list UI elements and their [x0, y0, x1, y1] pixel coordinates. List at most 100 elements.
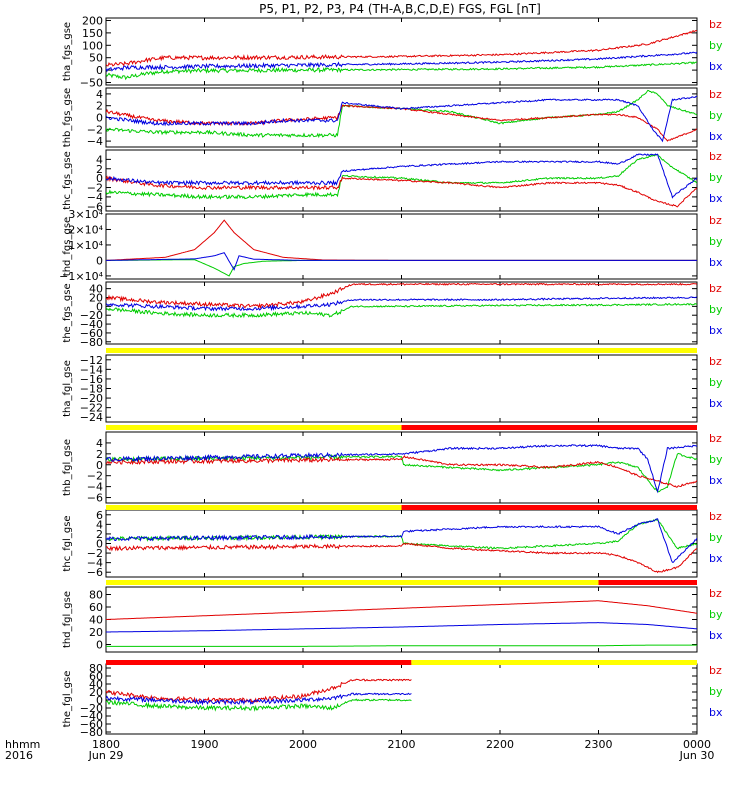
y-tick-label: −22 — [80, 402, 103, 415]
legend-by: by — [709, 685, 723, 698]
x-axis-row2-label: 2016 — [5, 749, 33, 762]
legend-bz: bz — [709, 587, 722, 600]
series-bx — [106, 95, 697, 143]
y-tick-label: −60 — [80, 718, 103, 731]
panel-frame — [105, 586, 698, 653]
y-tick-label: 0 — [96, 112, 103, 125]
y-axis-label: thb_fgs_gse — [62, 88, 73, 147]
y-tick-label: −60 — [80, 327, 103, 340]
y-tick-label: 40 — [89, 678, 103, 691]
y-tick-label: 2 — [96, 448, 103, 461]
y-axis-label: thd_fgl_gse — [62, 591, 73, 648]
y-tick-label: 20 — [89, 292, 103, 305]
legend-bz: bz — [709, 355, 722, 368]
y-tick-label: 6 — [96, 509, 103, 522]
x-tick-label: 1900 — [191, 738, 219, 751]
series-by — [106, 302, 697, 319]
series-by — [106, 61, 697, 81]
x-tick-date: Jun 30 — [679, 749, 715, 762]
series-by — [106, 518, 697, 550]
series-bx — [106, 252, 697, 271]
legend-bx: bx — [709, 552, 723, 565]
legend-bx: bx — [709, 256, 723, 269]
legend-by: by — [709, 39, 723, 52]
legend-bz: bz — [709, 150, 722, 163]
panel-thc_fgs_gse: 420−2−4−6 thc_fgs_gse bz by bx — [62, 149, 723, 213]
legend-by: by — [709, 235, 723, 248]
y-tick-label: −6 — [87, 566, 103, 579]
legend-bx: bx — [709, 324, 723, 337]
panel-thb_fgl_gse: 420−2−4−6 thb_fgl_gse bz by bx — [62, 431, 723, 505]
panel-frame — [105, 509, 698, 578]
y-axis-label: tha_fgl_gse — [62, 360, 73, 417]
y-tick-label: 2 — [96, 528, 103, 541]
legend-by: by — [709, 531, 723, 544]
y-tick-label: −20 — [80, 392, 103, 405]
panel-frame — [105, 431, 698, 504]
y-tick-label: 2 — [96, 163, 103, 176]
y-tick-label: −18 — [80, 383, 103, 396]
series-bz — [106, 282, 697, 310]
y-tick-label: −2 — [87, 470, 103, 483]
legend-by: by — [709, 453, 723, 466]
y-tick-label: 4 — [96, 153, 103, 166]
status-bar-yellow — [106, 505, 402, 510]
y-tick-label: −2 — [87, 182, 103, 195]
y-axis-label: the_fgs_gse — [62, 283, 73, 342]
y-tick-label: −4 — [87, 557, 103, 570]
legend-by: by — [709, 376, 723, 389]
y-tick-label: 150 — [82, 27, 103, 40]
status-bar-red — [401, 505, 697, 510]
legend-bx: bx — [709, 60, 723, 73]
y-tick-label: −4 — [87, 135, 103, 148]
y-tick-label: −50 — [80, 77, 103, 90]
status-bar-yellow — [106, 425, 402, 430]
series-bz — [106, 29, 697, 67]
panel-frame — [105, 17, 698, 86]
y-tick-label: −80 — [80, 726, 103, 739]
y-tick-label: 0 — [96, 64, 103, 77]
y-tick-label: 80 — [89, 662, 103, 675]
x-tick-label: 1800 — [92, 738, 120, 751]
series-bx — [106, 622, 697, 633]
series-by — [106, 153, 697, 200]
y-tick-label: 0 — [96, 694, 103, 707]
x-tick-label: 2100 — [388, 738, 416, 751]
y-tick-label: 4 — [96, 88, 103, 101]
series-bz — [106, 600, 697, 620]
series-bz — [106, 678, 412, 704]
series-by — [106, 644, 697, 647]
y-tick-label: −1×10⁴ — [59, 270, 103, 283]
legend-by: by — [709, 303, 723, 316]
panel-frame — [105, 87, 698, 148]
series-by — [106, 259, 697, 277]
y-tick-label: −6 — [87, 200, 103, 213]
panel-frame — [105, 354, 698, 423]
status-bar-yellow — [106, 348, 697, 353]
panel-thb_fgs_gse: 420−2−4 thb_fgs_gse bz by bx — [62, 87, 723, 148]
y-tick-label: 100 — [82, 39, 103, 52]
series-bz — [106, 219, 697, 261]
legend-bx: bx — [709, 474, 723, 487]
series-bx — [106, 153, 697, 199]
legend-bz: bz — [709, 510, 722, 523]
y-tick-label: 0 — [96, 300, 103, 313]
y-tick-label: −4 — [87, 191, 103, 204]
y-tick-label: −12 — [80, 354, 103, 367]
y-tick-label: −40 — [80, 710, 103, 723]
y-tick-label: 20 — [89, 626, 103, 639]
y-axis-label: the_fgl_gse — [62, 671, 73, 728]
legend-bz: bz — [709, 88, 722, 101]
y-tick-label: 0 — [96, 459, 103, 472]
series-bz — [106, 542, 697, 574]
y-tick-label: 2 — [96, 100, 103, 113]
y-tick-label: −24 — [80, 411, 103, 424]
status-bar-yellow — [106, 580, 599, 585]
